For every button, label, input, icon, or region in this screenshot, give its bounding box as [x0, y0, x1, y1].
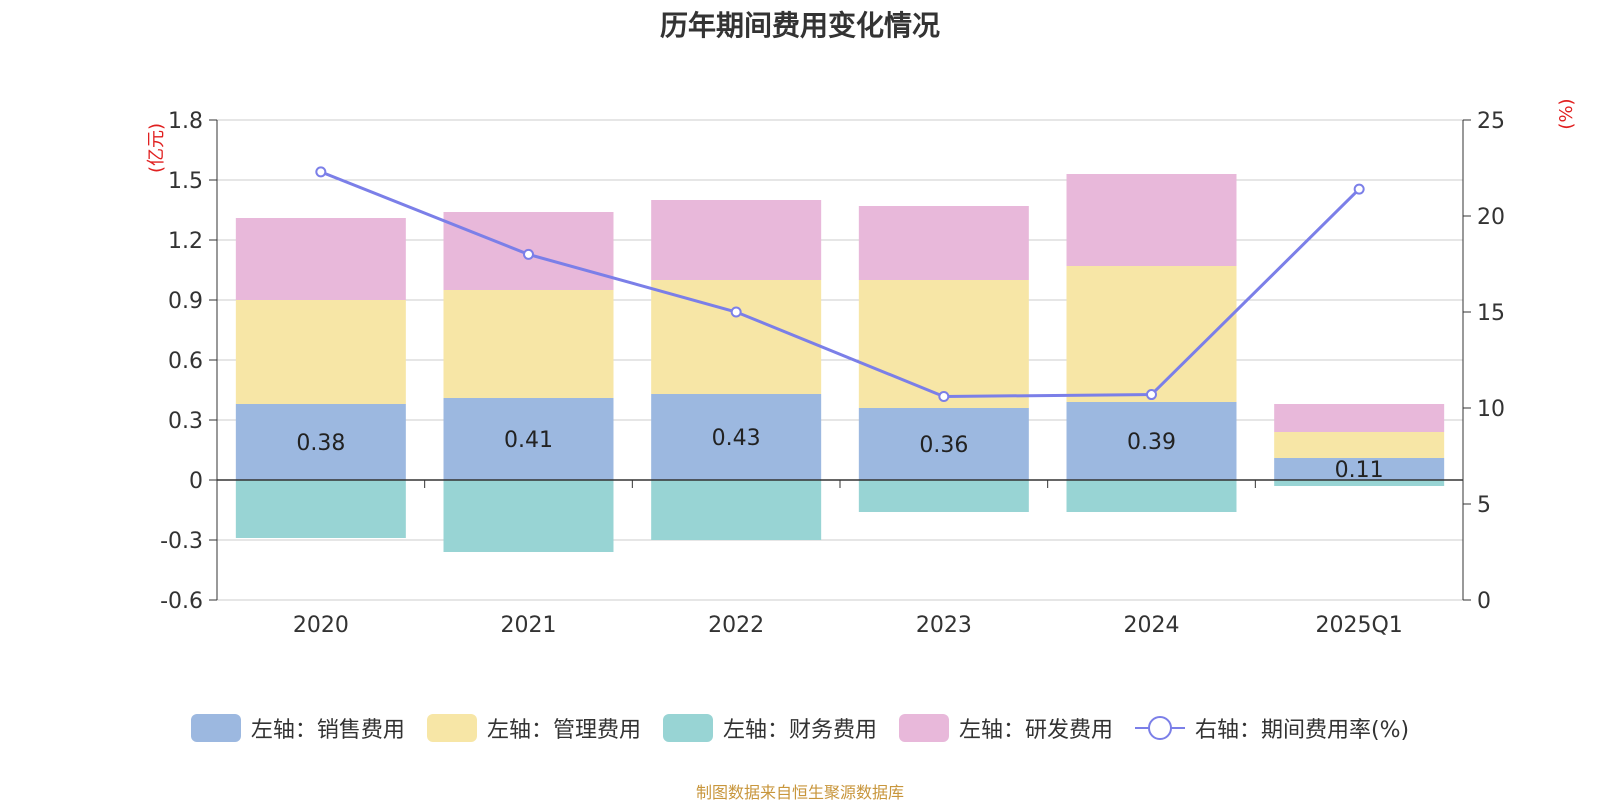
- bar-3-2023: [858, 206, 1029, 280]
- left-axis-tick-label: 1.8: [168, 109, 203, 134]
- x-axis-label: 2023: [916, 613, 972, 638]
- bar-2-2022: [651, 480, 822, 540]
- bar-1-2022: [651, 280, 822, 394]
- legend-label-rnd: 左轴：研发费用: [958, 718, 1113, 743]
- bar-0-2022: [651, 394, 822, 480]
- bar-3-2025Q1: [1274, 404, 1445, 432]
- bar-0-2024: [1066, 402, 1237, 480]
- legend-swatch-sales: [190, 714, 241, 742]
- legend-swatch-rnd: [898, 714, 949, 742]
- left-axis-tick-label: -0.6: [160, 589, 203, 614]
- x-axis-label: 2025Q1: [1316, 613, 1403, 638]
- bar-3-2024: [1066, 174, 1237, 266]
- right-axis-tick-label: 15: [1477, 301, 1505, 326]
- legend-label-admin: 左轴：管理费用: [486, 718, 641, 743]
- right-axis-tick-label: 0: [1477, 589, 1491, 614]
- bar-0-2020: [235, 404, 406, 480]
- rate-point-2025Q1: [1353, 183, 1365, 195]
- bar-2-2025Q1: [1274, 480, 1445, 486]
- legend-item-admin[interactable]: 左轴：管理费用: [426, 712, 641, 744]
- bar-1-2023: [858, 280, 1029, 408]
- bar-1-2021: [443, 290, 614, 398]
- bar-3-2020: [235, 218, 406, 300]
- legend-label-sales: 左轴：销售费用: [250, 718, 405, 743]
- left-axis-tick-label: 0: [189, 469, 203, 494]
- left-axis-tick-label: 0.6: [168, 349, 203, 374]
- data-label-sales: 0.41: [504, 428, 553, 453]
- bar-2-2021: [443, 480, 614, 552]
- left-axis-unit: (亿元): [146, 123, 167, 173]
- left-axis-tick-label: 1.2: [168, 229, 203, 254]
- legend-item-sales[interactable]: 左轴：销售费用: [190, 712, 405, 744]
- left-axis-tick-label: 1.5: [168, 169, 203, 194]
- left-axis-tick-label: 0.9: [168, 289, 203, 314]
- rate-point-2021: [523, 248, 534, 260]
- left-axis-tick-label: 0.3: [168, 409, 203, 434]
- rate-line: [320, 170, 1361, 398]
- chart-canvas: -0.6 -0.3 0 0.3 0.6 0.9 1.2 1.5 1.8 0 5 10 15 20 25 (亿元…: [146, 98, 1577, 638]
- x-axis-label: 2024: [1124, 613, 1180, 638]
- rate-point-2024: [1146, 389, 1157, 401]
- x-axis-label: 2021: [501, 613, 557, 638]
- right-axis-tick-label: 5: [1477, 493, 1491, 518]
- bar-1-2025Q1: [1274, 432, 1445, 458]
- right-axis-unit: (%): [1556, 98, 1577, 129]
- bar-0-2023: [858, 408, 1029, 480]
- legend-label-rate: 右轴：期间费用率(%): [1194, 718, 1410, 743]
- bar-3-2022: [651, 200, 822, 280]
- rate-point-2023: [938, 390, 950, 402]
- right-axis-tick-label: 10: [1477, 397, 1505, 422]
- bar-2-2023: [858, 480, 1029, 512]
- legend-label-finance: 左轴：财务费用: [722, 718, 877, 743]
- bar-0-2025Q1: [1274, 458, 1445, 480]
- x-axis-label: 2022: [708, 613, 764, 638]
- legend-item-rnd[interactable]: 左轴：研发费用: [898, 712, 1113, 744]
- legend-item-finance[interactable]: 左轴：财务费用: [662, 712, 877, 744]
- data-label-sales: 0.38: [296, 431, 345, 456]
- rate-point-2022: [730, 306, 742, 318]
- chart-title: 历年期间费用变化情况: [659, 9, 940, 42]
- data-label-sales: 0.39: [1127, 430, 1176, 455]
- left-axis-tick-label: -0.3: [160, 529, 203, 554]
- data-source-note: 制图数据来自恒生聚源数据库: [695, 783, 904, 802]
- bar-1-2024: [1066, 266, 1237, 402]
- data-label-sales: 0.11: [1335, 458, 1384, 483]
- bar-2-2020: [235, 480, 406, 538]
- data-label-sales: 0.36: [919, 433, 968, 458]
- legend-swatch-admin: [426, 714, 477, 742]
- legend-swatch-finance: [662, 714, 713, 742]
- rate-point-2020: [315, 166, 327, 178]
- bar-2-2024: [1066, 480, 1237, 512]
- legend-line-marker-icon: [1134, 716, 1185, 740]
- x-axis-label: 2020: [293, 613, 349, 638]
- legend: 左轴：销售费用 左轴：管理费用 左轴：财务费用 左轴：研发费用 右轴：期间费用率…: [0, 712, 1600, 744]
- right-axis-tick-label: 25: [1477, 109, 1505, 134]
- bar-1-2020: [235, 300, 406, 404]
- legend-item-rate[interactable]: 右轴：期间费用率(%): [1134, 712, 1410, 744]
- data-label-sales: 0.43: [712, 426, 761, 451]
- bar-0-2021: [443, 398, 614, 480]
- right-axis-tick-label: 20: [1477, 205, 1505, 230]
